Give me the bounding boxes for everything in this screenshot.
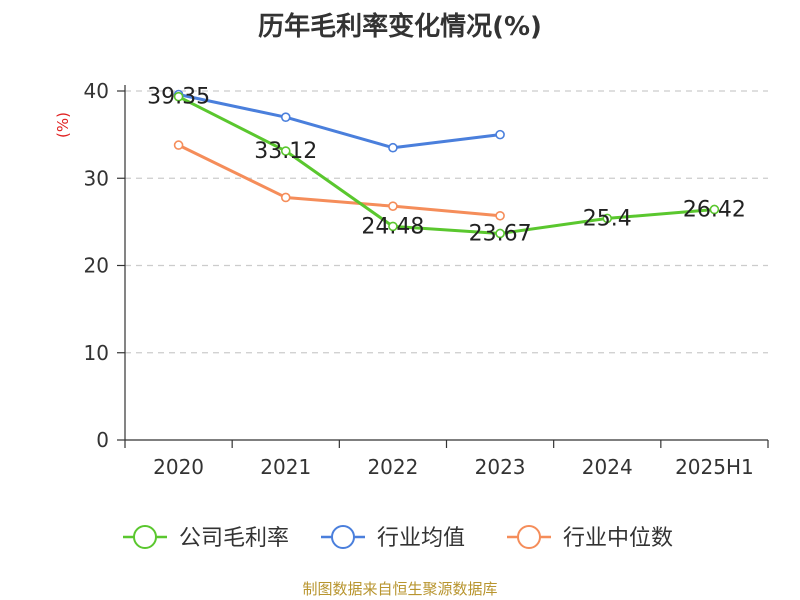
chart-title: 历年毛利率变化情况(%) [258, 12, 542, 42]
y-tick-label: 40 [84, 79, 109, 103]
y-axis-label: (%) [54, 112, 72, 138]
y-tick-label: 30 [84, 166, 109, 190]
data-source-note: 制图数据来自恒生聚源数据库 [302, 580, 498, 598]
data-point [173, 91, 184, 102]
data-point [709, 204, 720, 215]
data-label: 26.42 [683, 197, 746, 222]
data-point [495, 129, 505, 140]
data-label: 39.35 [147, 85, 210, 110]
data-point [388, 221, 398, 232]
legend-label: 公司毛利率 [179, 526, 289, 551]
y-tick-label: 10 [84, 341, 109, 365]
legend-marker [517, 525, 541, 549]
data-point [495, 228, 505, 239]
x-tick-label: 2020 [153, 455, 204, 479]
legend-marker [133, 525, 157, 549]
series-line [177, 143, 501, 218]
data-point [388, 201, 398, 211]
data-point [280, 146, 291, 156]
data-point [280, 112, 291, 122]
x-tick-label: 2022 [367, 455, 418, 479]
x-tick-label: 2024 [582, 455, 633, 479]
data-point [173, 140, 184, 150]
data-label: 24.48 [361, 214, 424, 239]
x-tick-label: 2025H1 [675, 455, 754, 479]
data-label: 25.4 [583, 206, 632, 231]
x-tick-label: 2023 [475, 455, 526, 479]
data-label: 23.67 [469, 221, 532, 246]
data-point [388, 142, 398, 153]
data-point [602, 213, 613, 224]
series-line [178, 93, 501, 150]
data-point [495, 210, 505, 221]
legend-marker [331, 525, 355, 549]
x-tick-label: 2021 [260, 455, 311, 479]
data-point [280, 192, 291, 203]
y-tick-label: 20 [84, 254, 109, 278]
y-tick-label: 0 [96, 428, 109, 452]
series-line [177, 95, 715, 235]
legend-label: 行业均值 [377, 526, 465, 551]
legend-label: 行业中位数 [563, 526, 673, 551]
data-label: 33.12 [254, 139, 317, 164]
